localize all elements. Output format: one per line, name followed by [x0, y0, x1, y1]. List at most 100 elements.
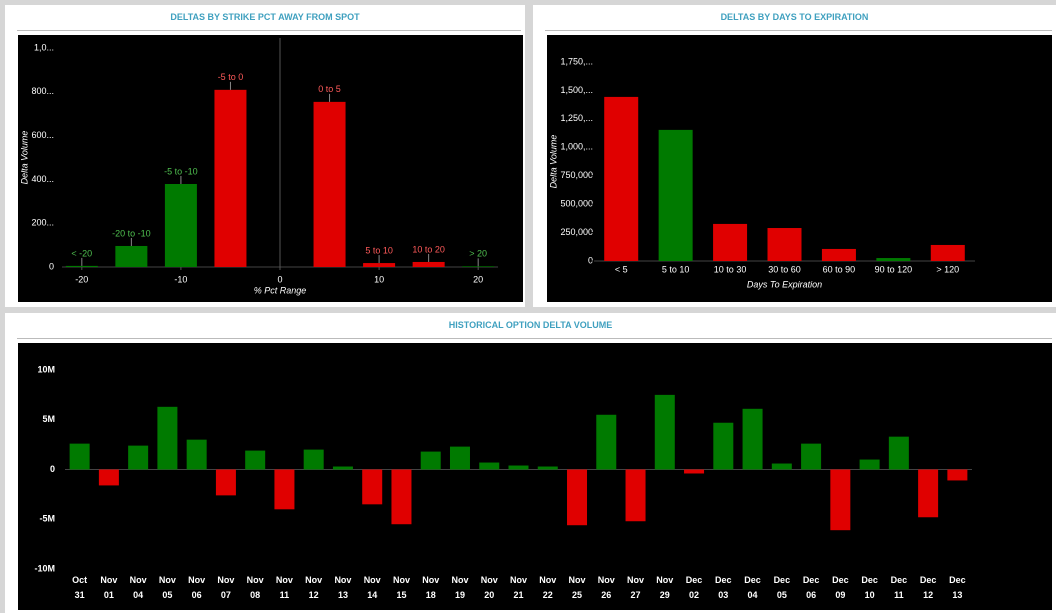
bar	[767, 228, 802, 261]
bar-label: 10 to 20	[412, 244, 445, 254]
x-tick-label: Nov 08	[247, 575, 264, 600]
y-tick-label: 1,000,...	[560, 142, 593, 152]
x-tick-label: Dec 10	[861, 575, 878, 600]
x-tick-label: 10	[374, 274, 384, 284]
x-tick-label: Dec 11	[891, 575, 908, 600]
x-tick-label: Nov 26	[598, 575, 615, 600]
bar	[332, 466, 353, 470]
x-tick-label: Nov 14	[364, 575, 381, 600]
bar-label: -20 to -10	[112, 228, 151, 238]
bar	[164, 183, 197, 267]
x-axis-label: % Pct Range	[254, 285, 307, 295]
y-tick-label: 600...	[31, 130, 54, 140]
x-tick-label: Nov 29	[656, 575, 673, 600]
bar	[888, 436, 909, 470]
bar	[449, 446, 470, 470]
x-tick-label: Dec 03	[715, 575, 732, 600]
bar	[186, 439, 207, 470]
bar	[830, 469, 851, 531]
x-tick-label: Nov 01	[100, 575, 117, 600]
bar	[658, 129, 693, 261]
y-tick-label: 750,000	[560, 170, 593, 180]
x-tick-label: -10	[174, 274, 187, 284]
x-tick-label: Dec 09	[832, 575, 849, 600]
bar	[245, 450, 266, 470]
bar-label: -5 to -10	[164, 166, 198, 176]
bar	[157, 406, 178, 470]
bar	[508, 465, 529, 470]
y-axis-label: Delta Volume	[548, 135, 558, 189]
y-tick-label: 500,000	[560, 199, 593, 209]
bar-label: < -20	[71, 248, 92, 258]
y-tick-label: 0	[49, 261, 54, 271]
y-axis-label: Delta Volume	[19, 131, 29, 185]
x-tick-label: Dec 04	[744, 575, 761, 600]
x-tick-label: 5 to 10	[662, 264, 690, 274]
chart: 10M 5M 0 -5M -10M Oct 31 Nov 01 Nov 04 Nov 05 Nov 06 No…	[18, 343, 1052, 610]
bar	[313, 101, 346, 268]
y-tick-label: 800...	[31, 86, 54, 96]
bar	[215, 469, 236, 496]
x-tick-label: Nov 04	[130, 575, 147, 600]
y-tick-label: 5M	[42, 414, 55, 424]
x-tick-label: Nov 11	[276, 575, 293, 600]
x-tick-label: > 120	[936, 264, 959, 274]
y-tick-label: 200...	[31, 218, 54, 228]
bar-label: 0 to 5	[318, 84, 341, 94]
x-tick-label: Oct 31	[72, 575, 87, 600]
bar	[654, 394, 675, 470]
x-tick-label: Nov 06	[188, 575, 205, 600]
bar	[876, 258, 911, 261]
bar	[742, 408, 763, 470]
bar	[479, 462, 500, 470]
y-tick-label: 400...	[31, 174, 54, 184]
bar	[363, 263, 396, 267]
x-tick-label: Nov 22	[539, 575, 556, 600]
x-tick-label: < 5	[615, 264, 628, 274]
x-tick-label: Nov 15	[393, 575, 410, 600]
bar	[821, 248, 856, 261]
x-tick-label: 30 to 60	[768, 264, 801, 274]
y-tick-label: 0	[50, 464, 55, 474]
bar	[214, 89, 247, 267]
bar	[69, 443, 90, 470]
x-tick-label: Dec 13	[949, 575, 966, 600]
x-tick-label: Dec 06	[803, 575, 820, 600]
bar	[859, 459, 880, 470]
bar	[98, 469, 119, 486]
chart: 0 250,000 500,000 750,000 1,000,... 1,250,...…	[547, 35, 1052, 302]
bar	[362, 469, 383, 505]
bar	[713, 422, 734, 470]
x-tick-label: 0	[277, 274, 282, 284]
y-tick-label: -10M	[34, 563, 55, 573]
bar	[684, 469, 705, 474]
x-tick-label: Nov 19	[451, 575, 468, 600]
bar-label: > 20	[469, 249, 487, 259]
x-tick-label: Nov 18	[422, 575, 439, 600]
bar-label: -5 to 0	[218, 72, 244, 82]
bar	[713, 223, 748, 261]
y-tick-label: 250,000	[560, 227, 593, 237]
bar	[537, 466, 558, 470]
bar	[604, 96, 639, 262]
bar	[128, 445, 149, 470]
y-tick-label: 0	[588, 255, 593, 265]
bar	[391, 469, 412, 525]
y-tick-label: 1,250,...	[560, 113, 593, 123]
x-tick-label: 10 to 30	[714, 264, 747, 274]
y-tick-label: 1,750,...	[560, 56, 593, 66]
chart: 0 200... 400... 600... 800... 1,0... Delta Vol…	[18, 35, 523, 302]
y-tick-label: 1,0...	[34, 42, 54, 52]
panel-title: DELTAS BY STRIKE PCT AWAY FROM SPOT	[170, 12, 360, 22]
bar	[462, 266, 495, 267]
x-tick-label: Nov 27	[627, 575, 644, 600]
bar	[771, 463, 792, 470]
bar	[420, 451, 441, 470]
bar	[115, 245, 148, 267]
bar	[65, 265, 98, 267]
x-tick-label: Dec 05	[774, 575, 791, 600]
bar	[801, 443, 822, 470]
x-tick-label: Nov 25	[569, 575, 586, 600]
bar	[918, 469, 939, 518]
